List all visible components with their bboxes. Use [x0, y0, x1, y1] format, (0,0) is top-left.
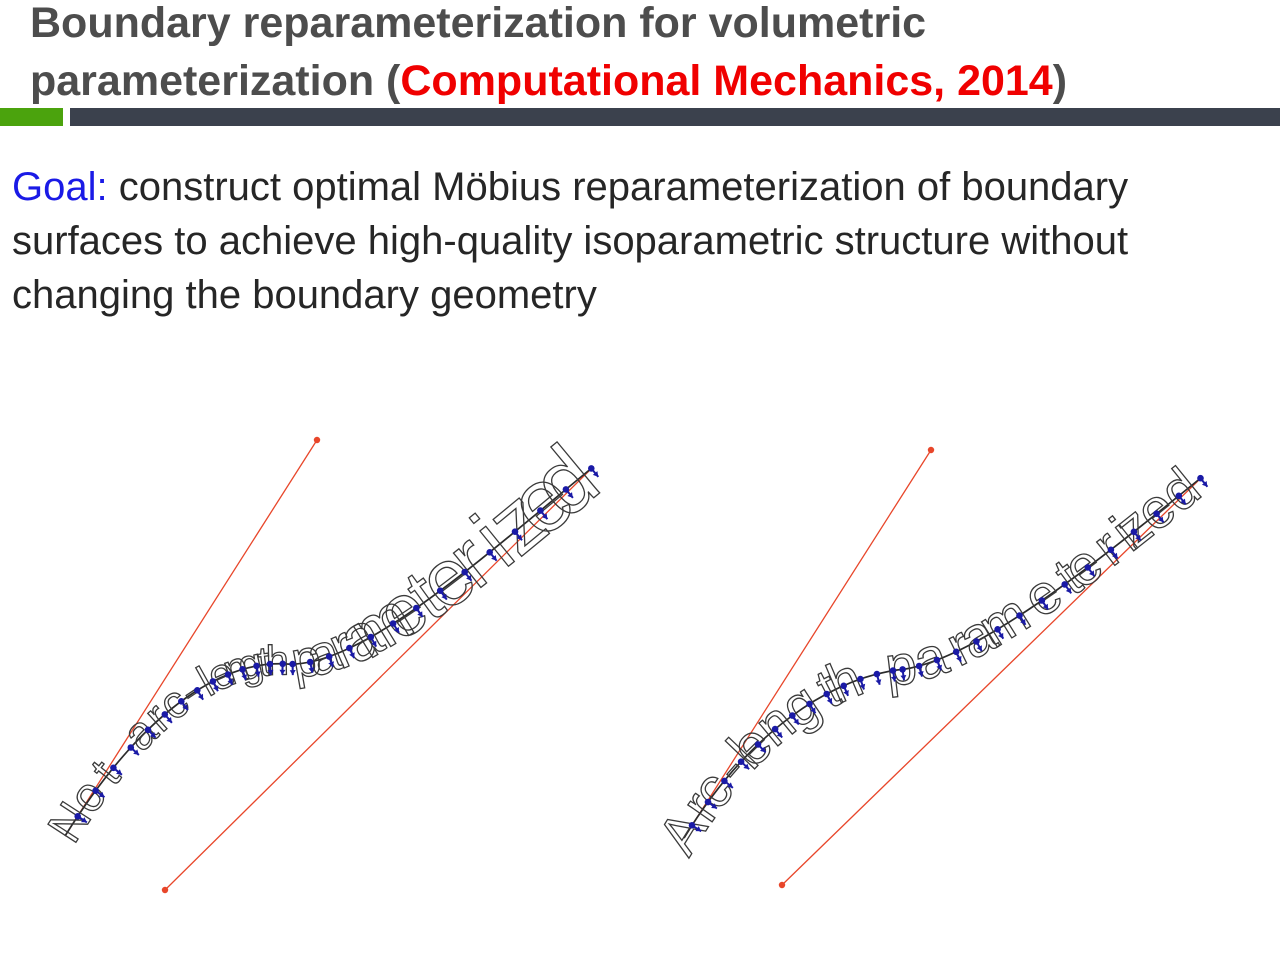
- svg-text:h: h: [265, 636, 289, 683]
